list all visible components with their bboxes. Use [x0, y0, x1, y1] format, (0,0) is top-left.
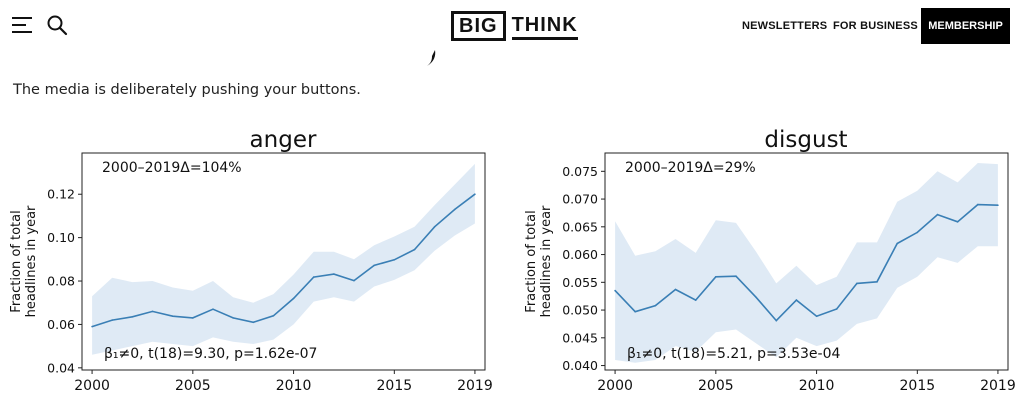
data-point — [91, 325, 93, 328]
y-tick-label: 0.08 — [47, 274, 75, 289]
x-tick-label: 2000 — [74, 378, 110, 394]
data-point — [312, 276, 315, 278]
data-point — [775, 319, 778, 322]
x-tick-label: 2005 — [175, 378, 211, 394]
data-point — [755, 296, 757, 299]
big-think-logo[interactable]: BIG THINK — [451, 11, 578, 41]
y-tick-label: 0.10 — [47, 230, 75, 245]
plot-frame — [604, 152, 1009, 371]
x-tick-label: 2015 — [377, 378, 413, 394]
plot-frame — [81, 152, 486, 371]
data-point — [997, 204, 999, 206]
data-point — [977, 203, 979, 206]
y-tick-label: 0.065 — [562, 219, 598, 234]
annotation-change: 2000–2019Δ=104% — [102, 160, 242, 176]
y-tick-label: 0.055 — [562, 275, 598, 290]
data-point — [654, 304, 657, 307]
y-axis-label-line2: headlines in year — [539, 205, 554, 317]
data-point — [272, 315, 275, 317]
data-point — [634, 310, 636, 313]
x-tick-label: 2010 — [799, 378, 835, 394]
y-axis-label-line1: Fraction of total — [524, 210, 539, 312]
data-point — [373, 264, 376, 267]
data-point — [192, 317, 194, 319]
logo-think: THINK — [511, 13, 578, 40]
y-tick-label: 0.050 — [562, 303, 598, 318]
series-line — [614, 203, 998, 322]
nav-for-business[interactable]: FOR BUSINESS — [833, 20, 918, 32]
site-header: BIG THINK NEWSLETTERS FOR BUSINESS MEMBE… — [0, 0, 1024, 52]
confidence-band — [615, 163, 998, 363]
data-point — [474, 193, 476, 195]
data-point — [735, 275, 737, 277]
data-point — [353, 279, 355, 282]
logo-big: BIG — [451, 11, 506, 41]
x-tick-label: 2019 — [457, 378, 493, 394]
data-point — [433, 226, 436, 228]
data-point — [835, 308, 838, 310]
y-axis-label-line2: headlines in year — [24, 205, 39, 317]
data-point — [936, 213, 939, 216]
data-point — [292, 297, 295, 300]
article-subtitle: The media is deliberately pushing your b… — [13, 82, 361, 98]
data-point — [413, 248, 416, 251]
confidence-band — [92, 163, 475, 355]
series-line — [91, 193, 476, 328]
annotation-change: 2000–2019Δ=29% — [625, 160, 756, 176]
data-point — [674, 288, 677, 291]
data-point — [815, 315, 818, 317]
y-axis-label-line1: Fraction of total — [9, 210, 24, 312]
annotation-regression: β₁≠0, t(18)=5.21, p=3.53e-04 — [627, 346, 840, 362]
data-point — [333, 273, 335, 275]
data-point — [795, 299, 798, 301]
y-tick-label: 0.070 — [562, 192, 598, 207]
data-point — [171, 315, 174, 317]
data-point — [876, 281, 878, 283]
y-tick-label: 0.045 — [562, 330, 598, 345]
membership-button[interactable]: MEMBERSHIP — [921, 8, 1010, 44]
data-point — [252, 321, 255, 324]
data-point — [896, 242, 898, 245]
data-point — [715, 276, 717, 278]
y-tick-label: 0.040 — [562, 358, 598, 373]
y-tick-label: 0.06 — [47, 317, 75, 332]
data-point — [956, 221, 959, 223]
chart-title: anger — [250, 127, 317, 153]
data-point — [151, 310, 154, 313]
data-point — [111, 319, 113, 321]
x-tick-label: 2000 — [597, 378, 633, 394]
data-point — [212, 308, 214, 310]
data-point — [856, 282, 858, 285]
x-tick-label: 2010 — [276, 378, 312, 394]
y-tick-label: 0.075 — [562, 164, 598, 179]
title-glyph-fragment — [427, 50, 436, 66]
x-tick-label: 2015 — [900, 378, 936, 394]
data-point — [916, 231, 919, 234]
search-icon[interactable] — [46, 14, 68, 36]
hamburger-menu-icon[interactable] — [12, 14, 34, 36]
chart-disgust: 2000 2005 2010 2015 2019 0.040 0.045 0.050 0.055… — [524, 127, 1016, 394]
data-point — [232, 317, 234, 319]
y-tick-label: 0.060 — [562, 247, 598, 262]
data-point — [614, 289, 616, 292]
chart-title: disgust — [764, 127, 847, 153]
x-tick-label: 2005 — [698, 378, 734, 394]
chart-anger: 2000 2005 2010 2015 2019 0.04 0.06 0.08 0.10 0.12… — [9, 127, 493, 394]
nav-newsletters[interactable]: NEWSLETTERS — [742, 20, 828, 32]
data-point — [454, 208, 456, 211]
data-point — [393, 259, 396, 261]
data-point — [131, 316, 134, 318]
y-tick-label: 0.12 — [47, 187, 75, 202]
data-point — [694, 299, 697, 301]
emotion-charts: 2000 2005 2010 2015 2019 0.04 0.06 0.08 0.10 0.12… — [9, 127, 1016, 394]
x-tick-label: 2019 — [980, 378, 1016, 394]
y-tick-label: 0.04 — [47, 360, 75, 375]
annotation-regression: β₁≠0, t(18)=9.30, p=1.62e-07 — [104, 346, 317, 362]
